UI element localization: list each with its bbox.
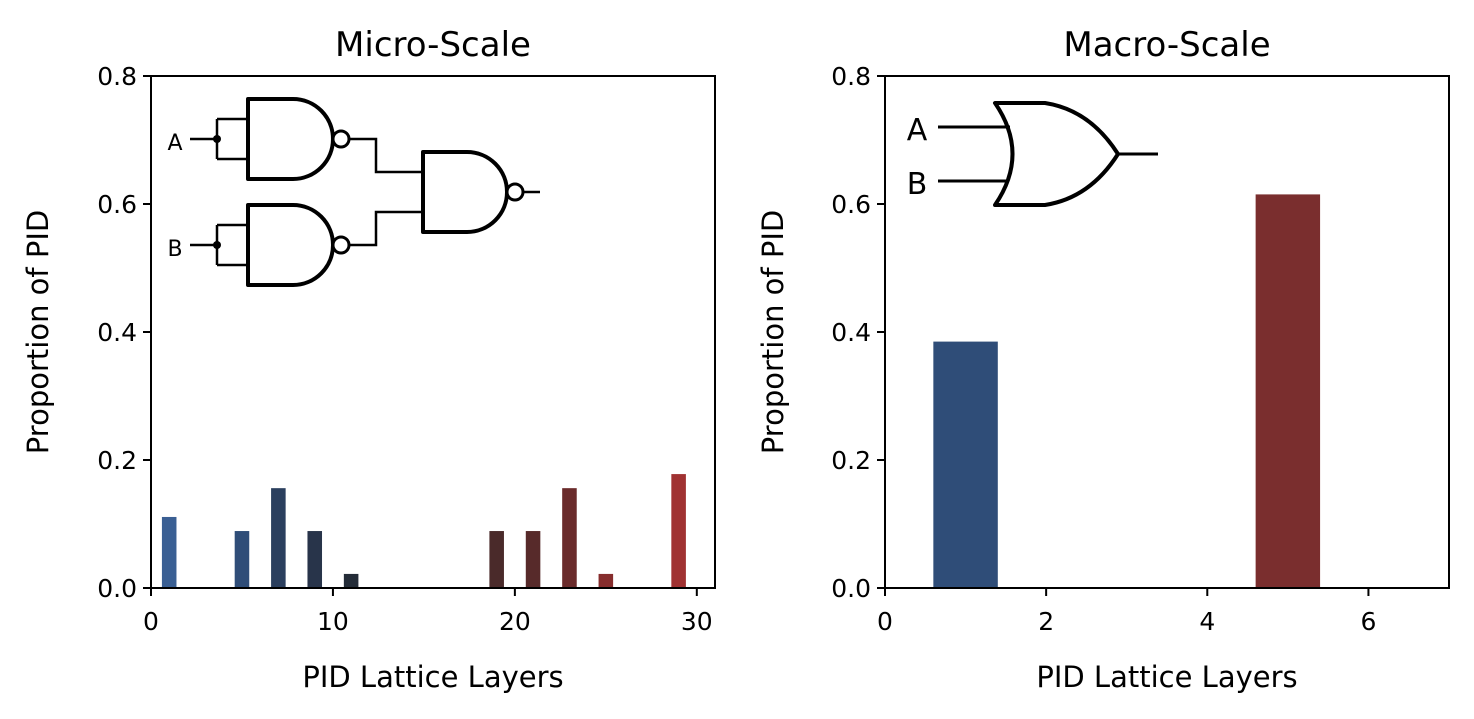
bar-layer-29 [671, 474, 686, 588]
nand-gate-a [246, 97, 335, 181]
x-tick-label: 4 [1199, 607, 1215, 636]
plot-frame [150, 75, 716, 589]
x-axis-label: PID Lattice Layers [302, 660, 563, 694]
y-tick-label: 0.2 [831, 446, 871, 475]
micro-scale-chart: Micro-Scale 0.0 0.2 0.4 0.6 0.8 0 10 20 30 PID … [21, 25, 716, 694]
x-tick-label: 0 [877, 607, 893, 636]
y-axis-ticks: 0.0 0.2 0.4 0.6 0.8 [831, 62, 885, 603]
y-tick-label: 0.4 [831, 318, 871, 347]
chart-title: Macro-Scale [1063, 25, 1270, 65]
x-tick-label: 10 [317, 607, 349, 636]
input-b-label: B [167, 237, 182, 262]
input-a-junction [213, 135, 221, 143]
nand-gate-a-bubble [331, 129, 351, 149]
input-a-label: A [907, 113, 928, 148]
bar-layer-25 [598, 573, 614, 588]
y-axis-label: Proportion of PID [756, 210, 790, 454]
connection-wires [349, 137, 423, 247]
bar-layer-19 [489, 531, 504, 588]
nand-gate-output-bubble [505, 182, 525, 202]
logic-circuit-inset: A B [167, 97, 540, 287]
y-tick-label: 0.6 [831, 190, 871, 219]
nand-gate-output [421, 150, 509, 234]
x-axis-ticks: 0 10 20 30 [143, 588, 713, 636]
bars [161, 474, 686, 588]
bar-layer-1 [161, 516, 177, 588]
input-b-junction [213, 241, 221, 249]
bar-layer-21 [525, 531, 541, 588]
bar-layer-7 [271, 488, 286, 588]
y-tick-label: 0.4 [97, 318, 137, 347]
x-axis-ticks: 0 2 4 6 [877, 588, 1376, 636]
y-tick-label: 0.6 [97, 190, 137, 219]
nand-gate-b-bubble [331, 235, 351, 255]
y-tick-label: 0.0 [97, 574, 137, 603]
bar-layer-5 [1255, 194, 1321, 588]
input-b-label: B [907, 167, 928, 202]
input-wires [938, 125, 1010, 183]
or-gate [993, 101, 1120, 207]
or-gate-inset: A B [907, 101, 1158, 207]
nand-gate-b [246, 203, 335, 287]
bar-layer-11 [343, 573, 359, 588]
bar-layer-23 [562, 488, 577, 588]
x-tick-label: 30 [681, 607, 713, 636]
y-tick-label: 0.2 [97, 446, 137, 475]
bar-layer-5 [234, 531, 250, 588]
bar-layer-9 [307, 531, 323, 588]
input-a-label: A [167, 131, 182, 156]
y-tick-label: 0.8 [831, 62, 871, 91]
x-tick-label: 0 [143, 607, 159, 636]
chart-title: Micro-Scale [335, 25, 531, 65]
x-tick-label: 2 [1038, 607, 1054, 636]
x-axis-label: PID Lattice Layers [1036, 660, 1297, 694]
y-tick-label: 0.8 [97, 62, 137, 91]
x-tick-label: 6 [1360, 607, 1376, 636]
macro-scale-chart: Macro-Scale 0.0 0.2 0.4 0.6 0.8 0 2 4 6 PID Lat… [756, 25, 1450, 694]
bars [933, 194, 1321, 588]
y-tick-label: 0.0 [831, 574, 871, 603]
bar-layer-1 [933, 341, 998, 588]
y-axis-label: Proportion of PID [21, 210, 55, 454]
plot-frame [884, 75, 1450, 589]
y-axis-ticks: 0.0 0.2 0.4 0.6 0.8 [97, 62, 151, 603]
x-tick-label: 20 [499, 607, 531, 636]
